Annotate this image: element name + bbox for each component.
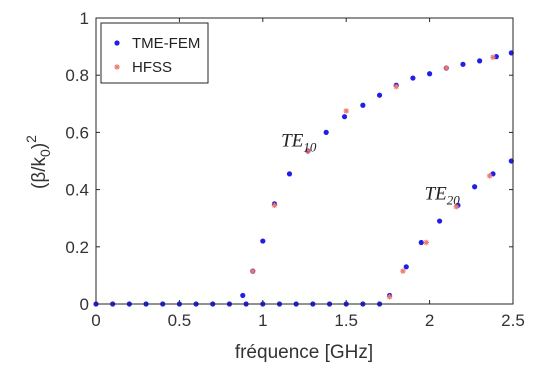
data-point-tme-fem	[427, 71, 433, 77]
x-tick-label: 1.5	[334, 311, 358, 330]
data-point-tme-fem	[260, 238, 266, 244]
plot-frame	[95, 17, 514, 305]
ticks-layer: 0 0.5 1 1.5 2 2.5 0 0.2 0.4 0.6 0.8 1	[65, 9, 524, 330]
data-point-tme-fem	[472, 184, 478, 190]
x-tick-label: 2.5	[501, 311, 525, 330]
legend-label-hfss: HFSS	[132, 59, 172, 76]
y-axis-label-sub: 0	[37, 149, 53, 157]
data-point-tme-fem	[323, 129, 329, 135]
y-tick-label: 0.4	[65, 181, 89, 200]
legend-marker-hfss-star	[114, 64, 120, 70]
y-axis-label-close: )	[29, 143, 50, 149]
legend-box	[100, 22, 209, 84]
data-point-tme-fem	[490, 171, 496, 177]
x-tick-label: 2	[425, 311, 434, 330]
annotation-te20-sub: 20	[447, 193, 461, 208]
data-point-tme-fem	[341, 114, 348, 120]
data-point-hfss	[271, 202, 278, 209]
data-point-tme-fem	[240, 292, 246, 299]
y-tick-label: 0.2	[65, 238, 89, 257]
data-point-tme-fem	[477, 58, 483, 64]
x-tick-label: 0.5	[168, 311, 192, 330]
data-point-hfss	[490, 54, 496, 60]
legend-marker-tme-fem	[114, 40, 120, 46]
y-tick-label: 0	[80, 295, 89, 314]
data-point-tme-fem	[376, 92, 383, 98]
data-point-hfss	[305, 148, 311, 154]
data-point-hfss	[343, 108, 349, 114]
data-point-tme-fem	[460, 61, 466, 67]
data-point-hfss	[443, 65, 450, 71]
annotation-te20-base: TE	[425, 184, 448, 205]
y-axis-label-main: (β/k	[29, 156, 50, 189]
data-point-hfss	[486, 173, 493, 179]
legend-marker-hfss	[114, 64, 120, 70]
y-axis-label: (β/k0)2	[23, 135, 53, 189]
data-point-hfss	[423, 239, 430, 246]
legend: TME-FEM HFSS	[100, 22, 209, 84]
data-point-tme-fem	[437, 218, 443, 224]
data-point-hfss	[400, 268, 406, 274]
y-tick-label: 0.6	[65, 123, 89, 142]
y-tick-label: 0.8	[65, 66, 89, 85]
x-tick-label: 1	[258, 311, 267, 330]
data-point-tme-fem	[410, 75, 416, 81]
y-axis-label-sup: 2	[23, 135, 39, 143]
annotation-te10-base: TE	[281, 131, 304, 152]
annotation-te10-sub: 10	[303, 140, 317, 155]
x-axis-label: fréquence [GHz]	[235, 342, 373, 363]
y-tick-label: 1	[80, 9, 89, 28]
data-point-tme-fem	[286, 171, 293, 177]
data-point-tme-fem	[403, 264, 409, 270]
legend-label-tme-fem: TME-FEM	[132, 35, 200, 52]
points-layer	[93, 50, 514, 307]
annotation-te20: TE20	[425, 184, 461, 208]
data-point-hfss	[393, 83, 400, 90]
x-tick-label: 0	[91, 311, 100, 330]
annotation-te10: TE10	[281, 131, 317, 155]
data-point-tme-fem	[418, 239, 424, 246]
data-point-hfss	[249, 268, 256, 274]
data-point-hfss	[453, 203, 460, 210]
data-point-hfss	[386, 294, 393, 300]
data-point-tme-fem	[360, 102, 366, 108]
